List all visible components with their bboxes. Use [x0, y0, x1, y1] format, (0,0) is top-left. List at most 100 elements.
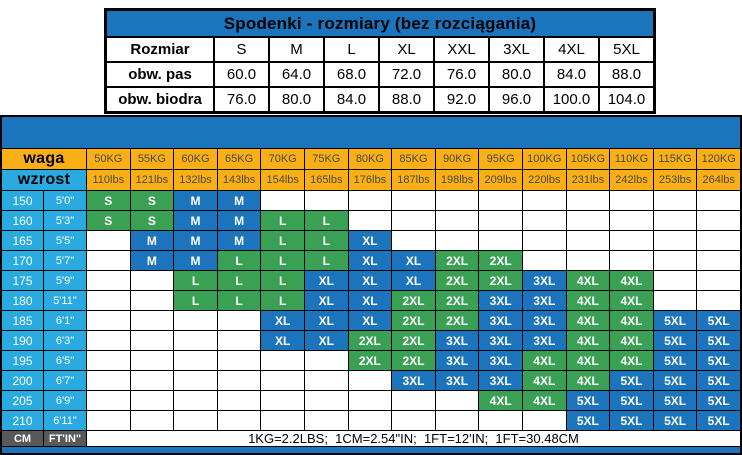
- empty-cell: [87, 411, 130, 430]
- empty-cell: [87, 271, 130, 290]
- empty-cell: [87, 351, 130, 370]
- height-cm-cell: 195: [2, 351, 43, 370]
- size-cell: L: [217, 251, 261, 270]
- size-cell: M: [174, 211, 217, 230]
- size-cell: 5XL: [653, 351, 697, 370]
- size-cell: 3XL: [522, 331, 566, 350]
- size-cell: 5XL: [697, 311, 740, 330]
- height-cm-cell: 160: [2, 211, 43, 230]
- weight-lbs-cell: 143lbs: [217, 170, 261, 190]
- empty-cell: [174, 351, 217, 370]
- empty-cell: [697, 251, 740, 270]
- size-cell: M: [174, 231, 217, 250]
- empty-cell: [566, 251, 610, 270]
- weight-kg-cell: 85KG: [392, 149, 435, 169]
- empty-cell: [435, 391, 479, 410]
- empty-cell: [348, 391, 392, 410]
- size-cell: 2XL: [392, 311, 435, 330]
- size-cell: 5XL: [697, 411, 740, 430]
- weight-lbs-cell: 187lbs: [392, 170, 435, 190]
- height-cm-cell: 200: [2, 371, 43, 390]
- size-cell: L: [217, 271, 261, 290]
- size-cell: L: [261, 231, 304, 250]
- empty-cell: [174, 311, 217, 330]
- waist-value: 68.0: [323, 61, 380, 88]
- empty-cell: [130, 351, 174, 370]
- empty-cell: [522, 251, 566, 270]
- empty-cell: [479, 211, 522, 230]
- weight-lbs-cell: 132lbs: [174, 170, 217, 190]
- weight-kg-cell: 80KG: [348, 149, 392, 169]
- empty-cell: [566, 191, 610, 210]
- empty-cell: [435, 211, 479, 230]
- size-cell: XL: [304, 331, 348, 350]
- size-cell: 2XL: [392, 331, 435, 350]
- height-ft-cell: 6'11": [44, 411, 86, 430]
- size-cell: 3XL: [479, 331, 522, 350]
- size-cell: 2XL: [435, 311, 479, 330]
- size-cell: XL: [304, 311, 348, 330]
- empty-cell: [479, 411, 522, 430]
- empty-cell: [653, 291, 697, 310]
- hips-value: 76.0: [213, 86, 270, 114]
- size-cell: 5XL: [697, 391, 740, 410]
- conversion-note: 1KG=2.2LBS; 1CM=2.54"IN; 1FT=12'IN; 1FT=…: [87, 431, 740, 446]
- matrix-banner: [2, 117, 740, 148]
- weight-kg-cell: 110KG: [610, 149, 653, 169]
- height-ft-cell: 6'1": [44, 311, 86, 330]
- empty-cell: [217, 331, 261, 350]
- size-cell: 5XL: [653, 311, 697, 330]
- weight-lbs-cell: 231lbs: [566, 170, 610, 190]
- row-header-rozmiar: Rozmiar: [104, 36, 215, 63]
- empty-cell: [479, 191, 522, 210]
- height-cm-cell: 150: [2, 191, 43, 210]
- size-cell: 2XL: [479, 271, 522, 290]
- size-cell: XL: [348, 291, 392, 310]
- waist-value: 88.0: [598, 61, 656, 88]
- weight-label: waga: [2, 149, 86, 169]
- size-cell: 4XL: [566, 311, 610, 330]
- hips-value: 104.0: [598, 86, 656, 114]
- empty-cell: [653, 251, 697, 270]
- weight-lbs-cell: 264lbs: [697, 170, 740, 190]
- size-cell: 3XL: [435, 351, 479, 370]
- empty-cell: [522, 211, 566, 230]
- size-cell: S: [130, 191, 174, 210]
- size-cell: XL: [348, 231, 392, 250]
- empty-cell: [87, 291, 130, 310]
- size-cell: XL: [348, 311, 392, 330]
- size-cell: 2XL: [479, 251, 522, 270]
- empty-cell: [130, 291, 174, 310]
- height-ft-cell: 5'11": [44, 291, 86, 310]
- weight-kg-cell: 95KG: [479, 149, 522, 169]
- height-cm-cell: 165: [2, 231, 43, 250]
- empty-cell: [392, 191, 435, 210]
- waist-value: 60.0: [213, 61, 270, 88]
- empty-cell: [566, 211, 610, 230]
- empty-cell: [479, 231, 522, 250]
- size-cell: 2XL: [435, 291, 479, 310]
- weight-kg-cell: 55KG: [130, 149, 174, 169]
- empty-cell: [87, 331, 130, 350]
- size-cell: M: [174, 191, 217, 210]
- empty-cell: [130, 391, 174, 410]
- weight-lbs-cell: 110lbs: [87, 170, 130, 190]
- size-column-header: S: [213, 36, 270, 63]
- size-cell: L: [261, 211, 304, 230]
- size-cell: S: [130, 211, 174, 230]
- size-cell: 5XL: [566, 391, 610, 410]
- size-cell: 4XL: [522, 371, 566, 390]
- size-column-header: 4XL: [543, 36, 600, 63]
- size-cell: 4XL: [566, 271, 610, 290]
- empty-cell: [174, 371, 217, 390]
- height-ft-cell: 5'0": [44, 191, 86, 210]
- empty-cell: [348, 371, 392, 390]
- hips-value: 96.0: [488, 86, 545, 114]
- height-ft-cell: 5'3": [44, 211, 86, 230]
- size-cell: L: [304, 231, 348, 250]
- height-cm-cell: 170: [2, 251, 43, 270]
- weight-kg-cell: 90KG: [435, 149, 479, 169]
- size-cell: 2XL: [435, 251, 479, 270]
- size-cell: L: [174, 291, 217, 310]
- empty-cell: [522, 191, 566, 210]
